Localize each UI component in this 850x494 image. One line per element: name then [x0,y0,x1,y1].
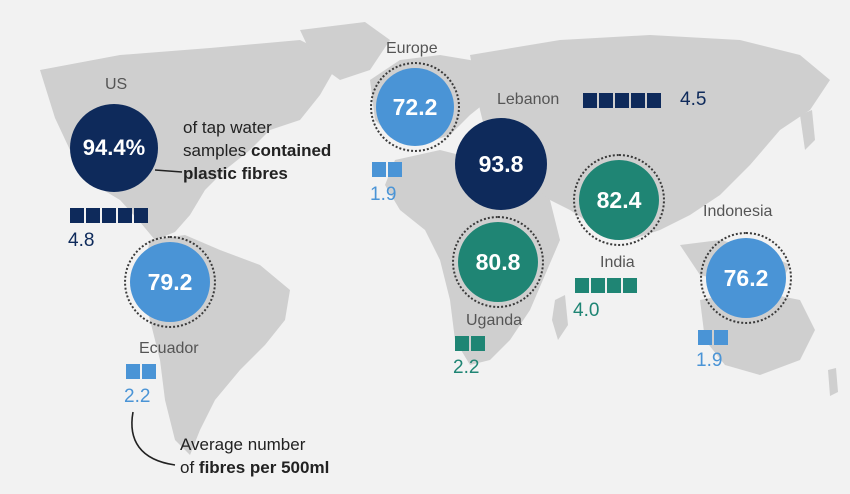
headline-note: of tap water samples contained plastic f… [183,116,331,185]
fibre-bar [134,208,148,223]
region-circle-europe: 72.2 [370,62,460,152]
new-zealand-landmass [828,368,838,396]
region-circle-us: 94.4% [70,104,158,192]
region-circle-ring [573,154,665,246]
fibre-bar [471,336,485,351]
fibre-bar [118,208,132,223]
fibre-bar [647,93,661,108]
fibre-bars-us [70,208,148,223]
region-circle-disc: 76.2 [706,238,786,318]
region-circle-ecuador: 79.2 [124,236,216,328]
fibres-note-line-2: of fibres per 500ml [180,458,330,477]
region-label-europe: Europe [386,40,438,57]
fibre-bar [126,364,140,379]
region-percent-lebanon: 93.8 [478,150,524,177]
region-label-uganda: Uganda [466,312,523,329]
headline-note-line-1: of tap water [183,118,272,137]
fibre-count-us: 4.8 [68,230,95,251]
fibre-count-ecuador: 2.2 [124,386,151,407]
fibre-bars-uganda [455,336,485,351]
fibre-bars-india [575,278,637,293]
headline-note-line-3: plastic fibres [183,164,288,183]
fibres-pointer-line [131,411,176,466]
fibre-bar [599,93,613,108]
japan-landmass [800,110,815,150]
fibre-bars-ecuador [126,364,156,379]
region-circle-disc: 82.4 [579,160,659,240]
fibre-bar [70,208,84,223]
fibre-count-lebanon: 4.5 [680,89,707,110]
region-circle-indonesia: 76.2 [700,232,792,324]
region-percent-uganda: 80.8 [475,248,521,275]
headline-pointer-line [154,169,183,173]
region-circle-ring [124,236,216,328]
fibre-bars-lebanon [583,93,661,108]
fibre-bar [607,278,621,293]
region-percent-ecuador: 79.2 [147,268,193,295]
region-circle-uganda: 80.8 [452,216,544,308]
fibre-bar [372,162,386,177]
region-circle-ring [370,62,460,152]
madagascar-landmass [552,295,568,340]
fibre-bar [455,336,469,351]
fibre-count-uganda: 2.2 [453,357,480,378]
asia-landmass [470,35,830,240]
fibre-bar [583,93,597,108]
fibre-bar [714,330,728,345]
greenland-landmass [300,22,390,80]
fibre-bar [388,162,402,177]
fibre-bar [623,278,637,293]
region-circle-disc: 94.4% [70,104,158,192]
region-circle-disc: 93.8 [455,118,547,210]
fibres-note: Average number of fibres per 500ml [180,433,329,479]
region-circle-ring [700,232,792,324]
fibre-bars-indonesia [698,330,728,345]
fibre-count-india: 4.0 [573,300,600,321]
region-circle-lebanon: 93.8 [455,118,547,210]
fibre-bar [142,364,156,379]
region-circle-india: 82.4 [573,154,665,246]
region-circle-disc: 80.8 [458,222,538,302]
region-percent-india: 82.4 [596,186,642,213]
fibre-bar [102,208,116,223]
region-circle-disc: 72.2 [376,68,454,146]
headline-note-line-2: samples contained [183,141,332,160]
fibres-note-line-1: Average number [180,435,306,454]
region-percent-indonesia: 76.2 [723,264,769,291]
region-label-indonesia: Indonesia [703,203,773,220]
region-percent-europe: 72.2 [392,93,438,120]
fibre-bar [575,278,589,293]
fibre-bar [86,208,100,223]
fibre-bar [615,93,629,108]
region-label-lebanon: Lebanon [497,91,560,108]
fibre-count-indonesia: 1.9 [696,350,723,371]
region-circle-disc: 79.2 [130,242,210,322]
region-circle-ring [452,216,544,308]
fibre-bar [631,93,645,108]
region-percent-us: 94.4% [82,135,146,160]
fibre-bars-europe [372,162,402,177]
fibre-count-europe: 1.9 [370,184,397,205]
fibre-bar [591,278,605,293]
region-label-india: India [600,254,635,271]
region-label-us: US [105,76,128,93]
region-label-ecuador: Ecuador [139,340,199,357]
fibre-bar [698,330,712,345]
